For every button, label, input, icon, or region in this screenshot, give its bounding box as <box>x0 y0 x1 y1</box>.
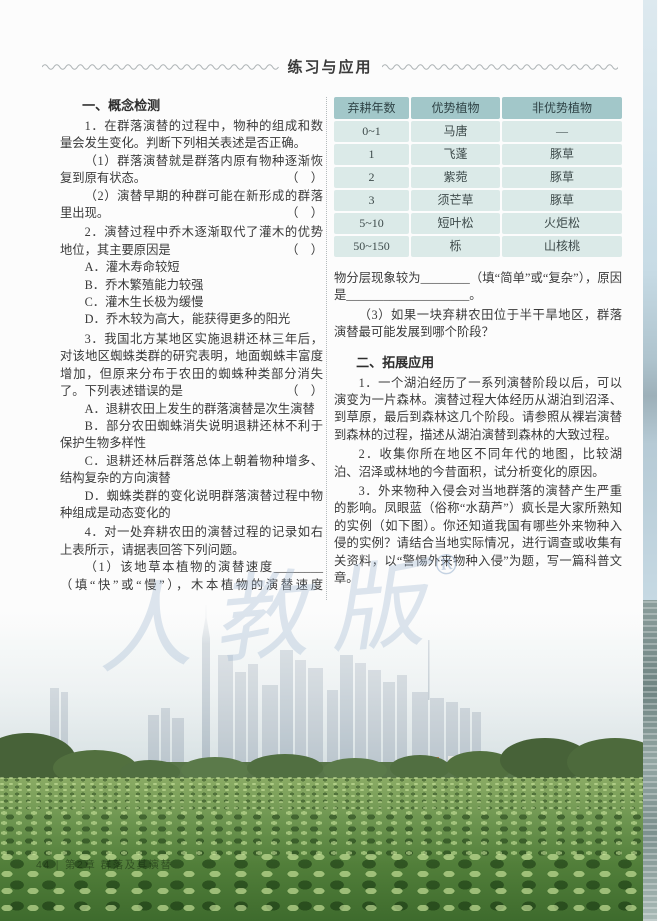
option-b: B．乔木繁殖能力较强 <box>84 277 204 292</box>
wavy-line-icon <box>42 63 279 70</box>
page-footer: 44 | 第2章 群落及其演替 <box>36 857 173 872</box>
table-cell: 短叶松 <box>411 213 500 234</box>
extension-3: 3．外来物种入侵会对当地群落的演替产生严重的影响。凤眼蓝（俗称“水葫芦”）疯长是… <box>334 484 622 586</box>
question-4-3: （3）如果一块弃耕农田位于半干旱地区，群落演替最可能发展到哪个阶段？ <box>334 307 622 340</box>
page-header: 练习与应用 <box>42 56 619 77</box>
photo-top-fade <box>0 600 645 644</box>
option-a: A．退耕农田上发生的群落演替是次生演替 <box>84 401 315 416</box>
leaf-texture-near <box>0 852 645 921</box>
wavy-line-icon <box>381 63 619 70</box>
extension-2: 2．收集你所在地区不同年代的地图，比较湖泊、沼泽或林地的今昔面积，试分析变化的原… <box>334 447 622 479</box>
table-cell: 山核桃 <box>502 236 622 257</box>
option-b: B．部分农田蜘蛛消失说明退耕还林不利于保护生物多样性 <box>60 418 323 451</box>
right-column: 弃耕年数 优势植物 非优势植物 0~1 马唐 — 1 飞蓬 豚草 2 紫菀 豚草… <box>334 95 622 588</box>
section-title-extension: 二、拓展应用 <box>356 354 435 370</box>
water-hyacinth-photo <box>0 600 645 921</box>
column-divider <box>326 97 327 600</box>
option-c: C．灌木生长极为缓慢 <box>84 295 204 310</box>
table-header-cell: 优势植物 <box>411 97 500 119</box>
section-title-concept-check: 一、概念检测 <box>82 98 161 113</box>
page-edge-top <box>643 0 657 600</box>
chapter-title: 第2章 群落及其演替 <box>64 859 173 871</box>
leaf-texture-far <box>0 776 645 812</box>
table-header-cell: 弃耕年数 <box>334 97 409 119</box>
table-cell: 火炬松 <box>502 213 622 234</box>
left-column: 一、概念检测 1．在群落演替的过程中，物种的组成和数量会发生变化。判断下列相关表… <box>60 95 323 646</box>
succession-table: 弃耕年数 优势植物 非优势植物 0~1 马唐 — 1 飞蓬 豚草 2 紫菀 豚草… <box>334 97 622 257</box>
question-3: 3．我国北方某地区实施退耕还林三年后，对该地区蜘蛛类群的研究表明，地面蜘蛛丰富度… <box>60 331 323 399</box>
table-cell: 豚草 <box>502 167 622 188</box>
registered-mark-icon: ® <box>430 547 462 583</box>
footer-separator: | <box>55 859 60 871</box>
page-title: 练习与应用 <box>287 59 373 76</box>
table-cell: 豚草 <box>502 190 622 211</box>
question-2: 2．演替过程中乔木逐渐取代了灌木的优势地位，其主要原因是（ ） <box>60 225 323 257</box>
table-cell: 1 <box>334 144 409 165</box>
leaf-texture-mid <box>0 810 645 856</box>
question-1: 1．在群落演替的过程中，物种的组成和数量会发生变化。判断下列相关表述是否正确。 <box>60 119 323 151</box>
question-4-2-continued: 物分层现象较为________（填“简单”或“复杂”），原因是_________… <box>334 271 622 303</box>
table-header-cell: 非优势植物 <box>502 97 622 119</box>
extension-1: 1．一个湖泊经历了一系列演替阶段以后，可以演变为一片森林。演替过程大体经历从湖泊… <box>334 375 622 442</box>
table-cell: 栎 <box>411 236 500 257</box>
option-c: C．退耕还林后群落总体上朝着物种增多、结构复杂的方向演替 <box>60 453 323 486</box>
option-a: A．灌木寿命较短 <box>84 260 180 275</box>
question-1-1: （1）群落演替就是群落内原有物种逐渐恢复到原有状态。（ ） <box>60 153 323 186</box>
table-cell: 3 <box>334 190 409 211</box>
table-cell: 0~1 <box>334 121 409 142</box>
question-1-2: （2）演替早期的种群可能在新形成的群落里出现。（ ） <box>60 188 323 221</box>
question-4: 4．对一处弃耕农田的演替过程的记录如右上表所示，请据表回答下列问题。 <box>60 525 323 557</box>
table-cell: 2 <box>334 167 409 188</box>
table-cell: 50~150 <box>334 236 409 257</box>
table-cell: 飞蓬 <box>411 144 500 165</box>
page-edge-bottom <box>643 600 657 921</box>
table-cell: 须芒草 <box>411 190 500 211</box>
option-d: D．乔木较为高大，能获得更多的阳光 <box>84 312 291 327</box>
option-d: D．蜘蛛类群的变化说明群落演替过程中物种组成是动态变化的 <box>60 488 323 520</box>
table-cell: 5~10 <box>334 213 409 234</box>
page-number: 44 <box>36 859 51 871</box>
table-cell: — <box>502 121 622 142</box>
table-cell: 紫菀 <box>411 167 500 188</box>
table-cell: 豚草 <box>502 144 622 165</box>
table-cell: 马唐 <box>411 121 500 142</box>
